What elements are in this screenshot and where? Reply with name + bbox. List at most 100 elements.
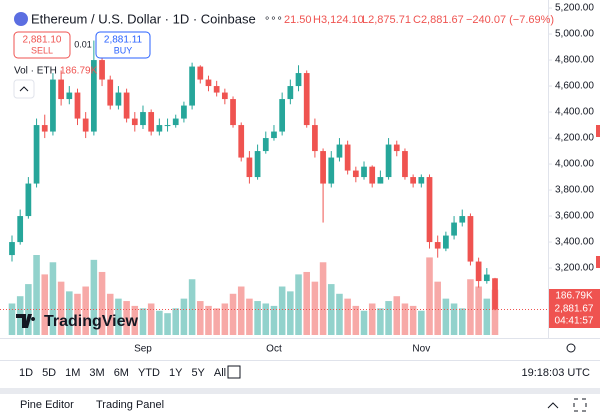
volume-bar: [156, 310, 163, 335]
buy-label: BUY: [114, 45, 133, 55]
candle-body: [443, 235, 449, 249]
candle-body: [140, 112, 146, 126]
volume-bar: [90, 259, 98, 335]
buy-button[interactable]: [95, 31, 151, 59]
settings-icon[interactable]: [566, 343, 576, 353]
candle-body: [246, 157, 253, 178]
candle-body: [50, 79, 56, 132]
candle-body: [82, 118, 89, 132]
volume-bar: [180, 298, 188, 335]
volume-bar: [319, 262, 327, 335]
candle-body: [377, 177, 384, 184]
collapse-button[interactable]: [13, 79, 35, 99]
volume-bar: [409, 305, 417, 335]
axis-border: [548, 0, 549, 338]
x-tick-label: Nov: [412, 344, 430, 355]
candle-body: [361, 166, 367, 178]
volume-bar: [246, 298, 253, 335]
range-button[interactable]: 5Y: [191, 367, 205, 379]
candle-body: [483, 274, 490, 282]
candle-body: [254, 151, 261, 178]
candle-body: [33, 125, 40, 184]
candle-body: [393, 144, 400, 152]
trading-panel-tab[interactable]: Trading Panel: [96, 399, 164, 411]
candle-body: [303, 73, 310, 126]
volume-bar: [74, 293, 81, 335]
range-button[interactable]: 1D: [19, 367, 33, 379]
candle-body: [205, 79, 212, 87]
maximize-icon[interactable]: [573, 398, 587, 412]
sell-price: 2,881.10: [23, 35, 62, 46]
range-button[interactable]: YTD: [138, 367, 160, 379]
candle-body: [434, 242, 441, 249]
axis-border: [0, 338, 600, 339]
candle-body: [385, 144, 392, 178]
candle-body: [492, 278, 498, 310]
volume-bar: [106, 293, 114, 335]
candle-body: [352, 170, 359, 178]
candle-body: [262, 138, 269, 152]
candle-body: [90, 60, 97, 132]
y-tick-label: 4,200.00: [555, 133, 594, 144]
ohlc-high: H3,124.10: [313, 14, 364, 26]
y-tick-label: 4,800.00: [555, 55, 594, 66]
x-tick-label: Sep: [134, 344, 152, 355]
candle-body: [451, 222, 457, 236]
volume-bar: [66, 291, 73, 335]
last-volume-label: 186.79K: [555, 291, 593, 302]
candle-body: [181, 105, 187, 119]
edge-mark: [596, 125, 600, 137]
clock: 19:18:03 UTC: [522, 367, 591, 379]
volume-bar: [237, 286, 245, 335]
calendar-icon[interactable]: [227, 365, 241, 379]
volume-bar: [8, 303, 16, 335]
watermark: TradingView: [44, 313, 139, 330]
candle-body: [172, 118, 179, 126]
pine-editor-tab[interactable]: Pine Editor: [20, 399, 74, 411]
volume-bar: [377, 308, 384, 335]
range-button[interactable]: 6M: [114, 367, 129, 379]
collapse-icon[interactable]: [547, 402, 559, 409]
candle-body: [320, 151, 326, 184]
volume-bar: [270, 305, 278, 335]
volume-bar: [139, 308, 147, 335]
plot: [0, 40, 548, 335]
sell-button[interactable]: [13, 31, 71, 59]
volume-bar: [115, 298, 122, 335]
candle-body: [131, 118, 138, 126]
volume-bar: [336, 293, 343, 335]
volume-bar: [483, 298, 491, 335]
range-button[interactable]: 5D: [42, 367, 56, 379]
volume-bar: [205, 305, 212, 335]
candle-body: [475, 261, 482, 282]
volume-bar: [82, 286, 89, 335]
volume-bar: [123, 301, 130, 335]
ohlc-close: C2,881.67: [413, 14, 464, 26]
volume-bar: [164, 313, 171, 335]
volume-bar: [254, 301, 261, 335]
range-button[interactable]: 3M: [89, 367, 104, 379]
range-button[interactable]: 1M: [65, 367, 80, 379]
candle-body: [459, 216, 466, 223]
x-tick-label: Oct: [266, 344, 282, 355]
volume-bar: [385, 301, 392, 335]
volume-bar: [418, 310, 425, 335]
candle-body: [189, 66, 195, 106]
candle-body: [115, 92, 122, 106]
more-button[interactable]: ∘∘∘: [264, 14, 283, 25]
candle-body: [41, 125, 48, 132]
candle-body: [287, 86, 294, 100]
candle-body: [156, 125, 163, 132]
volume-bar: [287, 291, 294, 335]
header-bg: [0, 6, 290, 32]
y-tick-label: 5,200.00: [555, 3, 594, 14]
range-button[interactable]: 1Y: [169, 367, 183, 379]
y-tick-label: 3,800.00: [555, 185, 594, 196]
range-button[interactable]: All: [214, 367, 226, 379]
range-bar: 1D 5D 1M 3M 6M YTD 1Y 5Y All: [19, 367, 226, 379]
candle-body: [66, 92, 73, 100]
symbol-title: Ethereum / U.S. Dollar · 1D · Coinbase: [31, 11, 256, 26]
candle-body: [107, 79, 114, 106]
candle-body: [467, 216, 474, 262]
